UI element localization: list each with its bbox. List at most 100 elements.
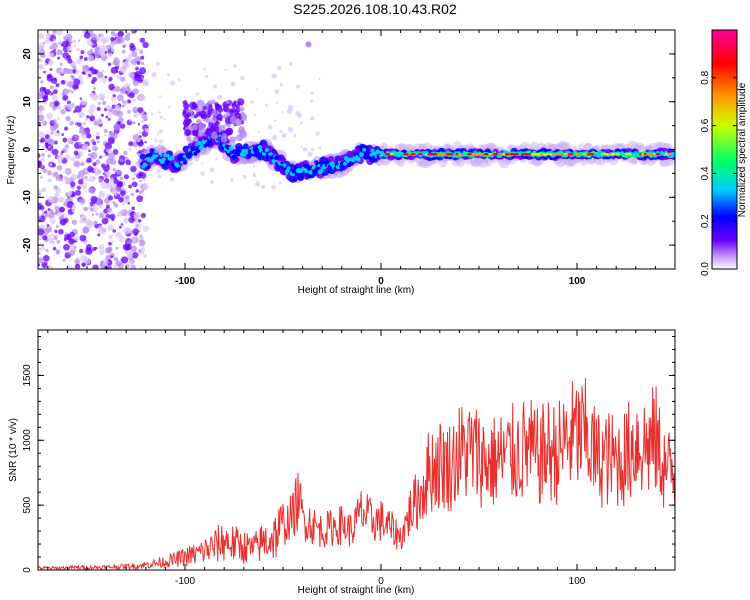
spectrogram-noise-speck [71, 208, 76, 213]
spectrogram-noise-speck [86, 115, 90, 119]
spectrogram-noise-speck [110, 183, 117, 190]
spectrogram-noise-speck [134, 232, 138, 236]
spectrogram-noise-speck [126, 251, 134, 259]
spectrogram-noise-speck [73, 78, 81, 86]
spectrogram-noise-speck [38, 58, 41, 62]
spectrogram-noise-speck [133, 172, 137, 176]
spectrogram-noise-speck [38, 91, 45, 98]
spectrogram-sparse-speck [155, 61, 160, 66]
spectrogram-upper-lobe [222, 106, 229, 112]
spectrogram-noise-speck [42, 120, 48, 126]
spectrogram-noise-speck [54, 102, 58, 106]
spectrogram-sparse-speck [279, 82, 284, 87]
spectrogram-noise-speck [52, 89, 58, 95]
spectrogram-noise-speck [80, 182, 88, 190]
spectrogram-ridge-inner [200, 144, 205, 148]
spectrogram-noise-speck [74, 189, 81, 196]
spectrogram-noise-speck [113, 123, 121, 131]
spectrogram-noise-speck [38, 144, 41, 148]
spectrogram-noise-speck [142, 41, 149, 49]
snr-panel: -100 0 100 0 500 1000 1500 Height of straight… [8, 329, 676, 596]
spectrogram-noise-speck [98, 93, 106, 101]
spectrogram-sparse-speck [287, 104, 294, 111]
spectrogram-noise-speck [105, 105, 111, 110]
spectrogram-noise-speck [59, 218, 67, 226]
spectrogram-noise-speck [141, 114, 148, 121]
spectrogram-noise-speck [132, 88, 139, 95]
spectrogram-ridge-inner [282, 163, 287, 168]
spectrogram-noise-speck [120, 76, 126, 82]
colorbar-tick-label: 0.2 [700, 214, 711, 228]
spectrogram-upper-lobe [211, 123, 216, 128]
spectrogram-noise-speck [38, 153, 41, 159]
spectrogram-noise-speck [99, 44, 107, 52]
spectrogram-noise-speck [56, 130, 60, 133]
spectrogram-ridge-peak [483, 153, 489, 156]
spectrogram-upper-lobe [218, 117, 223, 122]
spectrogram-sparse-speck [274, 89, 280, 95]
spectrogram-noise-speck [105, 152, 109, 156]
spectrogram-sparse-speck [295, 84, 300, 89]
spectrogram-noise-speck [132, 106, 139, 114]
spectrogram-noise-speck [112, 168, 116, 172]
spectrogram-noise-speck [55, 175, 62, 182]
spectrogram-noise-speck [135, 189, 139, 193]
spectrogram-ridge-peak [655, 153, 661, 156]
spectrogram-ridge-inner [153, 150, 158, 154]
spectrogram-noise-speck [72, 65, 76, 70]
spectrogram-noise-speck [56, 154, 64, 162]
spectrogram-noise-speck [62, 95, 69, 101]
spectrogram-noise-speck [78, 141, 82, 146]
spectrogram-noise-speck [128, 72, 135, 79]
spectrogram-sparse-speck [167, 73, 171, 77]
spectrogram-noise-speck [76, 185, 81, 190]
spectrogram-noise-speck [121, 104, 125, 108]
spectrogram-noise-speck [76, 47, 80, 52]
spectrogram-upper-lobe [186, 112, 192, 118]
spectrogram-sparse-speck [275, 101, 278, 105]
spectrogram-ridge-peak [389, 153, 395, 156]
spectrogram-noise-speck [54, 205, 60, 211]
spectrogram-noise-speck [42, 235, 48, 241]
spectrogram-noise-speck [98, 101, 102, 105]
spectrogram-noise-speck [132, 251, 139, 259]
snr-ytick-label: 1000 [22, 429, 33, 452]
spectrogram-ylabel: Frequency (Hz) [6, 116, 17, 185]
spectrogram-sparse-speck [272, 134, 278, 141]
spectrogram-sparse-speck [310, 99, 314, 103]
spectrogram-noise-speck [128, 184, 132, 189]
spectrogram-ridge-inner [206, 139, 212, 145]
spectrogram-noise-speck [59, 214, 65, 220]
spectrogram-noise-speck [38, 192, 42, 196]
spectrogram-noise-speck [74, 134, 80, 140]
spectrogram-sparse-speck [217, 94, 223, 100]
spectrogram-sparse-speck [190, 162, 194, 165]
spectrogram-noise-speck [79, 97, 83, 100]
spectrogram-noise-speck [61, 150, 64, 154]
spectrogram-noise-speck [132, 177, 136, 181]
spectrogram-noise-speck [68, 242, 76, 250]
spectrogram-upper-lobe [210, 117, 217, 124]
spectrogram-xtick-label: 100 [569, 276, 586, 287]
spectrogram-noise-speck [128, 216, 135, 224]
spectrogram-ridge-inner [307, 166, 312, 171]
spectrogram-sparse-speck [264, 103, 268, 107]
spectrogram-sparse-speck [302, 147, 307, 152]
spectrogram-ridge-inner [228, 146, 234, 151]
spectrogram-noise-speck [59, 68, 65, 75]
spectrogram-noise-speck [103, 175, 107, 179]
spectrogram-noise-speck [50, 211, 55, 215]
spectrogram-noise-speck [131, 206, 136, 211]
spectrogram-noise-speck [72, 39, 77, 44]
spectrogram-noise-speck [38, 32, 44, 40]
spectrogram-ridge-peak [648, 153, 654, 156]
spectrogram-xlabel: Height of straight line (km) [298, 285, 415, 296]
spectrogram-noise-speck [128, 141, 134, 147]
spectrogram-ridge-inner [226, 149, 230, 154]
spectrogram-noise-speck [56, 165, 63, 171]
spectrogram-noise-speck [89, 91, 95, 98]
spectrogram-ridge-inner [371, 151, 377, 156]
spectrogram-sparse-speck [293, 133, 297, 138]
spectrogram-ridge-inner [163, 153, 168, 158]
spectrogram-noise-speck [113, 256, 119, 262]
